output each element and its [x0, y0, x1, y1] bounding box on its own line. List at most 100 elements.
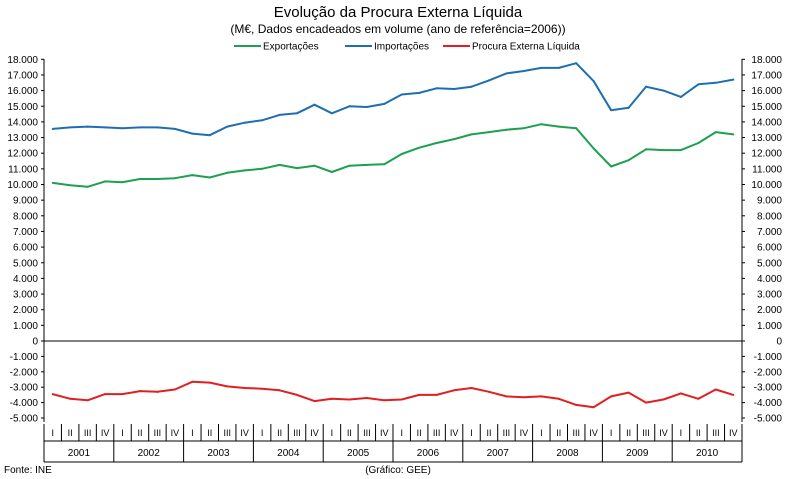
data-point: [69, 397, 72, 400]
data-point: [86, 399, 89, 402]
data-point: [610, 109, 613, 112]
y-tick-label-left: -1.000: [10, 352, 39, 363]
y-tick-label-right: 4.000: [757, 274, 782, 285]
data-point: [69, 126, 72, 129]
quarter-label: III: [712, 428, 720, 438]
data-point: [540, 66, 543, 69]
data-point: [453, 389, 456, 392]
data-point: [86, 185, 89, 188]
data-point: [69, 184, 72, 187]
data-point: [505, 72, 508, 75]
data-point: [121, 127, 124, 130]
data-point: [697, 142, 700, 145]
quarter-label: I: [400, 428, 403, 438]
quarter-label: III: [223, 428, 231, 438]
quarter-label: I: [51, 428, 54, 438]
y-tick-label-left: -3.000: [10, 383, 39, 394]
quarter-label: III: [503, 428, 511, 438]
data-point: [104, 126, 107, 129]
year-label: 2007: [487, 448, 510, 459]
quarter-label: III: [642, 428, 650, 438]
chart-subtitle: (M€, Dados encadeados em volume (ano de …: [230, 22, 565, 36]
year-label: 2010: [696, 448, 719, 459]
data-point: [86, 125, 89, 128]
data-point: [296, 112, 299, 115]
data-point: [330, 397, 333, 400]
data-point: [173, 177, 176, 180]
data-point: [592, 406, 595, 409]
data-point: [645, 401, 648, 404]
chart-title: Evolução da Procura Externa Líquida: [274, 4, 523, 21]
quarter-label: II: [626, 428, 631, 438]
data-point: [679, 149, 682, 152]
y-tick-label-left: 8.000: [13, 211, 38, 222]
data-point: [121, 393, 124, 396]
y-tick-label-left: 15.000: [7, 102, 38, 113]
data-point: [261, 119, 264, 122]
data-point: [226, 385, 229, 388]
data-point: [575, 127, 578, 130]
data-point: [662, 89, 665, 92]
data-point: [645, 85, 648, 88]
data-point: [191, 174, 194, 177]
data-point: [156, 390, 159, 393]
data-point: [243, 121, 246, 124]
data-point: [453, 138, 456, 141]
data-point: [208, 381, 211, 384]
data-point: [278, 163, 281, 166]
data-point: [156, 178, 159, 181]
data-point: [627, 106, 630, 109]
quarter-label: IV: [240, 428, 249, 438]
data-point: [383, 102, 386, 105]
data-point: [330, 112, 333, 115]
data-point: [138, 178, 141, 181]
data-point: [208, 134, 211, 137]
y-tick-label-right: 10.000: [751, 180, 782, 191]
data-point: [714, 81, 717, 84]
data-point: [226, 125, 229, 128]
data-point: [575, 62, 578, 65]
data-point: [313, 103, 316, 106]
data-point: [557, 66, 560, 69]
y-tick-label-right: 8.000: [757, 211, 782, 222]
quarter-label: IV: [589, 428, 598, 438]
quarter-label: I: [610, 428, 613, 438]
quarter-label: III: [433, 428, 441, 438]
data-point: [610, 395, 613, 398]
quarter-label: IV: [450, 428, 459, 438]
year-label: 2009: [626, 448, 649, 459]
y-tick-label-left: 12.000: [7, 149, 38, 160]
data-point: [208, 176, 211, 179]
y-tick-label-left: 9.000: [13, 196, 38, 207]
data-point: [470, 85, 473, 88]
y-tick-label-right: 3.000: [757, 290, 782, 301]
data-point: [522, 70, 525, 73]
quarter-label: IV: [380, 428, 389, 438]
y-tick-label-left: 17.000: [7, 70, 38, 81]
data-point: [138, 390, 141, 393]
y-tick-label-right: 0: [776, 337, 782, 348]
quarter-label: I: [331, 428, 334, 438]
y-tick-label-left: -4.000: [10, 398, 39, 409]
data-point: [540, 123, 543, 126]
data-point: [278, 389, 281, 392]
year-label: 2008: [556, 448, 579, 459]
data-point: [173, 388, 176, 391]
data-point: [191, 132, 194, 135]
data-point: [662, 149, 665, 152]
legend: Exportações Importações Procura Externa Lí…: [234, 42, 580, 53]
data-point: [191, 380, 194, 383]
quarter-label: I: [121, 428, 124, 438]
data-point: [645, 148, 648, 151]
data-point: [365, 163, 368, 166]
data-point: [400, 93, 403, 96]
y-tick-label-right: 17.000: [751, 70, 782, 81]
legend-label: Exportações: [263, 42, 319, 53]
data-point: [679, 95, 682, 98]
quarter-label: IV: [729, 428, 738, 438]
year-label: 2005: [347, 448, 370, 459]
data-point: [732, 133, 735, 136]
quarter-label: II: [417, 428, 422, 438]
plot-area: [43, 59, 743, 422]
data-point: [418, 146, 421, 149]
